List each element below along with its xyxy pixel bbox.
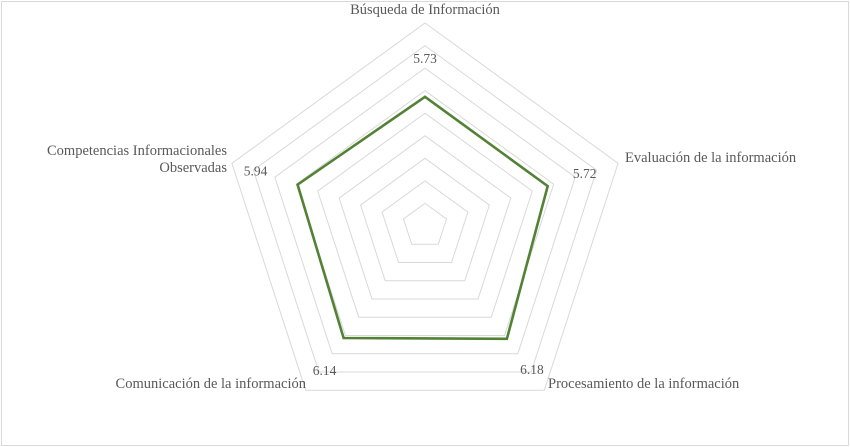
grid-ring [402,202,448,245]
axis-label-line: Búsqueda de Información [350,2,501,18]
axis-label: Competencias Informacionales Observadas [47,143,227,176]
data-label: 6.14 [313,363,337,378]
series-line [296,95,550,341]
grid-ring [231,22,619,391]
axis-label-line: Procesamiento de la información [548,376,740,392]
grid-ring [381,180,469,263]
axis-label-line: Comunicación de la información [116,376,307,392]
axis-label: Procesamiento de la información [548,376,740,392]
series-layer [296,95,550,341]
radar-grid [231,22,619,391]
data-label: 5.72 [573,166,597,181]
grid-ring [252,44,598,373]
axis-labels: Búsqueda de Información Evaluación de la … [47,2,797,392]
axis-label-line: Observadas [159,160,227,176]
grid-ring [338,135,512,300]
grid-ring [317,112,533,318]
axis-label: Búsqueda de Información [350,2,501,18]
data-labels: 5.73 5.72 6.18 6.14 5.94 [244,51,597,378]
grid-ring [295,90,555,336]
axis-label: Comunicación de la información [116,376,307,392]
grid-ring [360,157,490,282]
axis-label-line: Evaluación de la información [625,150,797,166]
axis-label: Evaluación de la información [625,150,797,166]
grid-ring [274,67,576,355]
data-label: 5.73 [413,51,437,66]
data-label: 6.18 [520,362,544,377]
data-label: 5.94 [244,164,268,179]
axis-label-line: Competencias Informacionales [47,143,227,159]
